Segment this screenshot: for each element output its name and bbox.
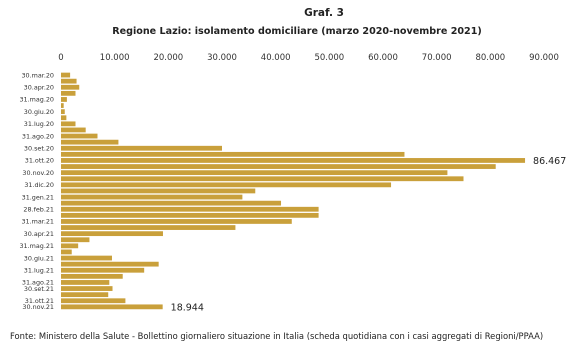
y-tick-label: 30.apr.21: [24, 230, 54, 238]
bar: [61, 121, 76, 127]
x-tick-label: 0: [58, 53, 63, 63]
bar: [61, 170, 448, 176]
bar: [61, 182, 392, 188]
bar: [61, 280, 110, 285]
x-tick-label: 40.000: [261, 53, 291, 63]
bar: [61, 158, 526, 163]
bar: [61, 103, 64, 108]
chart: Graf. 3 Regione Lazio: isolamento domici…: [19, 7, 567, 313]
bar: [61, 145, 222, 151]
bar: [61, 212, 319, 218]
data-label: 86.467: [533, 156, 566, 167]
bar: [61, 255, 112, 261]
bar: [61, 151, 405, 157]
y-tick-label: 30.apr.20: [24, 83, 54, 91]
bar: [61, 261, 159, 267]
y-tick-label: 30.set.20: [24, 144, 54, 152]
bar: [61, 231, 163, 237]
y-axis-labels: 30.mar.20 30.apr.20 31.mag.20 30.giu.20 31.l…: [19, 71, 54, 311]
bar: [61, 90, 76, 96]
bar: [61, 115, 67, 121]
bar: [61, 243, 79, 249]
y-tick-label: 30.giu.21: [24, 254, 54, 262]
bar: [61, 176, 464, 182]
y-tick-label: 31.mag.21: [19, 242, 54, 250]
bar: [61, 286, 113, 291]
x-axis-ticks: 0 10.000 20.000 30.000 40.000 50.000 60.000 70.…: [58, 53, 559, 63]
data-labels: 86.467 18.944: [171, 156, 567, 313]
y-tick-label: 30.nov.20: [22, 169, 54, 177]
x-tick-label: 80.000: [475, 53, 505, 63]
y-tick-label: 28.feb.21: [23, 205, 54, 213]
y-tick-label: 31.mar.21: [21, 218, 54, 226]
x-tick-label: 20.000: [153, 53, 183, 63]
bar: [61, 78, 77, 84]
bar: [61, 249, 72, 255]
y-tick-label: 31.ago.20: [22, 132, 54, 140]
data-label: 18.944: [171, 302, 204, 313]
bar: [61, 267, 145, 273]
bar: [61, 273, 123, 279]
y-tick-label: 31.mag.20: [19, 96, 54, 104]
y-tick-label: 31.lug.20: [24, 120, 54, 128]
bars: [61, 72, 526, 310]
x-tick-label: 70.000: [422, 53, 452, 63]
bar: [61, 292, 109, 298]
bar: [61, 188, 256, 194]
bar: [61, 109, 65, 115]
y-tick-label: 30.mar.20: [21, 71, 54, 79]
y-tick-label: 31.ott.20: [25, 157, 54, 165]
bar: [61, 139, 119, 145]
bar: [61, 298, 126, 304]
x-tick-label: 30.000: [207, 53, 237, 63]
bar: [61, 194, 243, 200]
y-tick-label: 30.giu.20: [24, 108, 54, 116]
y-tick-label: 31.gen.21: [22, 193, 54, 201]
y-tick-label: 30.nov.21: [22, 303, 54, 311]
x-tick-label: 60.000: [368, 53, 398, 63]
bar: [61, 200, 282, 206]
bar: [61, 237, 90, 243]
y-tick-label: 31.ago.21: [22, 279, 54, 287]
bar: [61, 164, 496, 169]
bar: [61, 206, 319, 212]
bar: [61, 133, 98, 139]
source-note: Fonte: Ministero della Salute - Bolletti…: [10, 331, 544, 341]
chart-title: Regione Lazio: isolamento domiciliare (m…: [112, 26, 482, 37]
bar: [61, 304, 163, 310]
x-tick-label: 10.000: [100, 53, 130, 63]
y-tick-label: 30.set.21: [24, 285, 54, 293]
bar: [61, 219, 292, 224]
bar: [61, 97, 67, 102]
bar: [61, 72, 71, 78]
bar: [61, 84, 80, 90]
bar: [61, 127, 86, 133]
x-tick-label: 90.000: [529, 53, 559, 63]
y-tick-label: 31.dic.20: [24, 181, 54, 189]
x-tick-label: 50.000: [314, 53, 344, 63]
bar: [61, 225, 236, 230]
graph-number: Graf. 3: [304, 7, 344, 19]
y-tick-label: 31.ott.21: [25, 297, 54, 305]
y-tick-label: 31.lug.21: [24, 266, 54, 274]
